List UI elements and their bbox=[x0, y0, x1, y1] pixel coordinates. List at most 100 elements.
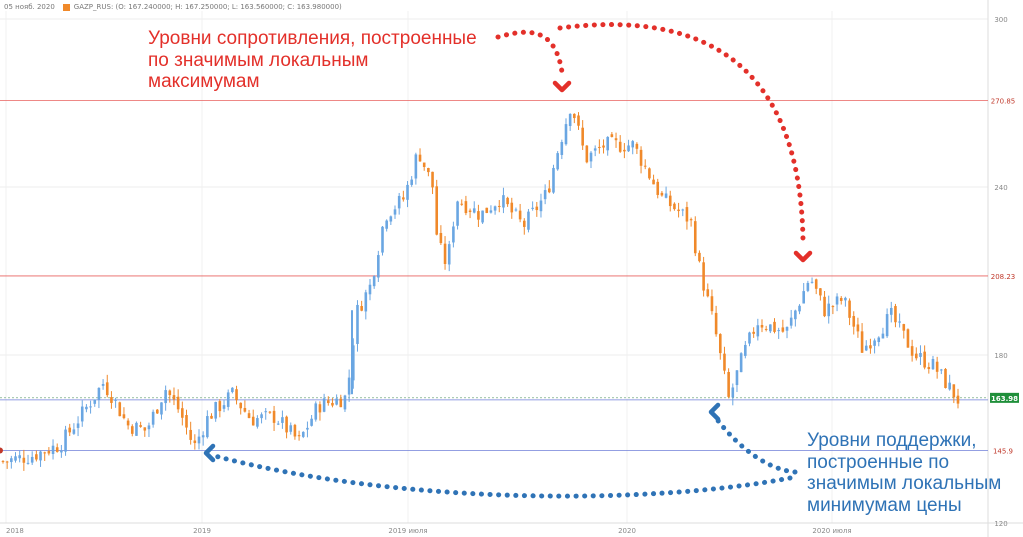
candle-up bbox=[10, 455, 13, 469]
candle-body bbox=[839, 297, 843, 301]
series-start-marker bbox=[0, 447, 3, 454]
candle-body bbox=[923, 351, 926, 368]
candle-body bbox=[598, 146, 601, 148]
candle-body bbox=[135, 422, 138, 436]
candle-down bbox=[247, 409, 251, 419]
candle-up bbox=[493, 205, 497, 215]
x-tick-label: 2018 bbox=[6, 527, 24, 535]
candle-body bbox=[914, 353, 918, 359]
candle-body bbox=[343, 395, 347, 410]
candle-down bbox=[660, 191, 664, 197]
candle-body bbox=[731, 387, 735, 398]
candle-down bbox=[548, 180, 551, 194]
candle-body bbox=[956, 395, 960, 404]
candle-body bbox=[185, 415, 188, 428]
candle-up bbox=[381, 226, 384, 256]
candle-down bbox=[468, 208, 472, 219]
candle-body bbox=[618, 141, 622, 152]
candle-body bbox=[431, 171, 434, 188]
candle-body bbox=[377, 255, 380, 278]
candle-body bbox=[522, 220, 526, 227]
candle-body bbox=[206, 416, 209, 438]
candle-down bbox=[819, 288, 822, 301]
candle-body bbox=[64, 429, 67, 452]
candle-down bbox=[422, 162, 426, 171]
candle-down bbox=[643, 159, 647, 170]
candle-up bbox=[756, 318, 760, 341]
candle-body bbox=[681, 209, 685, 211]
candle-down bbox=[677, 202, 680, 218]
candle-up bbox=[940, 368, 943, 375]
candle-down bbox=[55, 443, 59, 453]
candle-up bbox=[214, 401, 217, 422]
candle-up bbox=[527, 208, 530, 233]
candle-body bbox=[435, 186, 439, 235]
candle-body bbox=[314, 403, 318, 420]
candle-down bbox=[944, 368, 947, 389]
candle-body bbox=[489, 210, 493, 213]
candle-body bbox=[885, 314, 889, 337]
candle-up bbox=[627, 139, 630, 152]
resistance-level-label: 208.23 bbox=[991, 273, 1016, 281]
candle-body bbox=[97, 387, 101, 400]
candle-down bbox=[68, 423, 72, 437]
candle-body bbox=[251, 416, 255, 426]
candle-body bbox=[564, 124, 568, 145]
candle-body bbox=[518, 210, 522, 220]
candle-body bbox=[360, 306, 363, 311]
candle-up bbox=[356, 300, 359, 352]
candle-body bbox=[548, 188, 551, 193]
candle-body bbox=[614, 138, 618, 141]
support-level-label: 145.9 bbox=[993, 447, 1013, 455]
candle-down bbox=[110, 391, 113, 409]
candle-up bbox=[664, 186, 668, 199]
candle-body bbox=[806, 282, 810, 291]
candle-down bbox=[635, 142, 639, 155]
candle-down bbox=[285, 415, 288, 439]
candle-up bbox=[414, 152, 418, 185]
candle-down bbox=[577, 112, 580, 130]
candle-down bbox=[598, 139, 601, 154]
candle-body bbox=[51, 445, 55, 455]
candle-body bbox=[752, 331, 755, 334]
candle-body bbox=[406, 184, 409, 200]
candle-body bbox=[189, 429, 192, 440]
candle-up bbox=[393, 205, 397, 219]
candle-body bbox=[143, 427, 147, 431]
candle-down bbox=[823, 291, 826, 318]
candle-up bbox=[552, 164, 555, 194]
candle-up bbox=[372, 275, 376, 289]
candle-up bbox=[881, 327, 885, 339]
candle-body bbox=[769, 324, 772, 332]
candle-body bbox=[10, 458, 13, 463]
candle-body bbox=[698, 252, 701, 262]
candle-body bbox=[231, 387, 234, 393]
candle-body bbox=[30, 456, 34, 463]
candle-body bbox=[744, 344, 747, 356]
candle-body bbox=[468, 210, 472, 213]
candle-down bbox=[431, 171, 434, 195]
candle-body bbox=[105, 382, 109, 396]
candle-down bbox=[760, 319, 764, 333]
candle-up bbox=[864, 340, 868, 352]
candle-down bbox=[648, 167, 651, 180]
candle-up bbox=[14, 452, 17, 463]
candle-up bbox=[389, 215, 393, 225]
candle-body bbox=[214, 401, 217, 419]
candle-body bbox=[927, 367, 931, 370]
candle-up bbox=[564, 118, 568, 146]
candle-body bbox=[85, 406, 88, 410]
candle-body bbox=[827, 303, 831, 317]
candle-body bbox=[706, 289, 710, 297]
candle-body bbox=[156, 409, 159, 414]
candle-up bbox=[101, 379, 105, 390]
candle-up bbox=[347, 369, 351, 402]
candle-body bbox=[873, 340, 876, 346]
candle-body bbox=[723, 353, 726, 371]
candle-body bbox=[944, 368, 947, 388]
candle-up bbox=[281, 410, 284, 429]
candle-down bbox=[122, 407, 126, 420]
candle-body bbox=[168, 390, 172, 396]
candle-up bbox=[802, 282, 805, 304]
